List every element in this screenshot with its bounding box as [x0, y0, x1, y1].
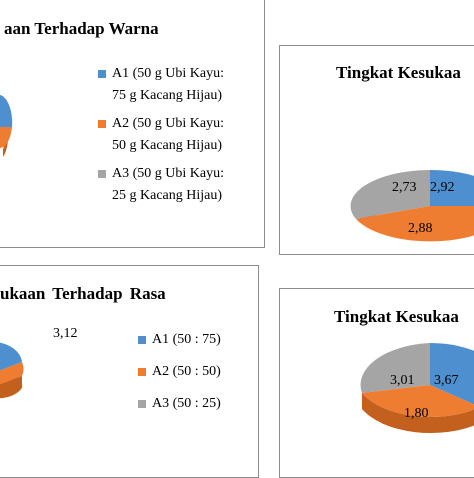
data-label-a3: 3,01: [390, 373, 415, 388]
legend-item-a1: A1 (50 : 75): [138, 329, 221, 351]
legend-label-a3: A3 (50 g Ubi Kayu: 25 g Kacang Hijau): [112, 166, 224, 203]
chart-panel-top-right: Tingkat Kesukaa 2,73 2,92 2,88: [279, 45, 474, 255]
pie-slice-a3: [360, 343, 430, 393]
pie-slice-a2: [356, 206, 474, 242]
legend-label-a1: A1 (50 g Ubi Kayu: 75 g Kacang Hijau): [112, 66, 224, 103]
legend-label-a2: A2 (50 g Ubi Kayu: 50 g Kacang Hijau): [112, 116, 224, 153]
legend-label-a2: A2 (50 : 50): [152, 364, 221, 379]
pie-chart-rasa: [0, 342, 24, 399]
legend-item-a2: A2 (50 g Ubi Kayu: 50 g Kacang Hijau): [98, 113, 224, 157]
pie-slice-a2: [0, 362, 24, 385]
chart-title-bottom-right: Tingkat Kesukaa: [334, 307, 459, 326]
legend-label-a1: A1 (50 : 75): [152, 332, 221, 347]
data-label-a1: 2,92: [430, 180, 455, 195]
pie-slice-a2: [362, 385, 474, 418]
legend-swatch-a3: [98, 170, 106, 178]
data-label-a3: 2,73: [392, 180, 417, 195]
pie-chart-top-right: 2,73 2,92 2,88: [350, 169, 474, 242]
chart-panel-bottom-right: Tingkat Kesukaa 3,01 3,67 1,80: [279, 288, 474, 478]
legend-warna: A1 (50 g Ubi Kayu: 75 g Kacang Hijau) A2…: [98, 63, 224, 213]
chart-panel-warna: aan Terhadap Warna A1 (50 g Ubi Kayu: 75…: [0, 0, 265, 248]
legend-swatch-a2: [138, 368, 146, 376]
pie-chart-bottom-right: 3,01 3,67 1,80: [360, 343, 474, 434]
legend-label-a3: A3 (50 : 25): [152, 396, 221, 411]
legend-swatch-a3: [138, 400, 146, 408]
chart-title-top-right: Tingkat Kesukaa: [336, 63, 461, 82]
pie-slice-a1: [0, 342, 22, 371]
pie-slice-a1: [430, 169, 474, 206]
pie-chart-warna: [0, 94, 13, 157]
legend-swatch-a1: [98, 70, 106, 78]
legend-swatch-a1: [138, 336, 146, 344]
pie-slice-a1: [430, 343, 474, 405]
pie-slice-a1: [0, 94, 13, 127]
legend-item-a1: A1 (50 g Ubi Kayu: 75 g Kacang Hijau): [98, 63, 224, 107]
pie-slice-a3: [350, 170, 430, 219]
pie-side-a2: [362, 393, 474, 434]
legend-item-a2: A2 (50 : 50): [138, 361, 221, 383]
chart-title-rasa: ukaan Terhadap Rasa: [0, 284, 166, 303]
data-label-a2: 2,88: [408, 221, 433, 236]
chart-panel-rasa: ukaan Terhadap Rasa 3,12 A1 (50 : 75) A2…: [0, 265, 259, 478]
data-label-a1: 3,12: [53, 326, 78, 341]
legend-item-a3: A3 (50 g Ubi Kayu: 25 g Kacang Hijau): [98, 163, 224, 207]
chart-title-warna: aan Terhadap Warna: [4, 19, 159, 38]
legend-item-a3: A3 (50 : 25): [138, 393, 221, 415]
data-label-a2: 1,80: [404, 406, 429, 421]
legend-rasa: A1 (50 : 75) A2 (50 : 50) A3 (50 : 25): [138, 329, 221, 421]
pie-slice-a2: [0, 127, 12, 148]
legend-swatch-a2: [98, 120, 106, 128]
data-label-a1: 3,67: [434, 373, 459, 388]
